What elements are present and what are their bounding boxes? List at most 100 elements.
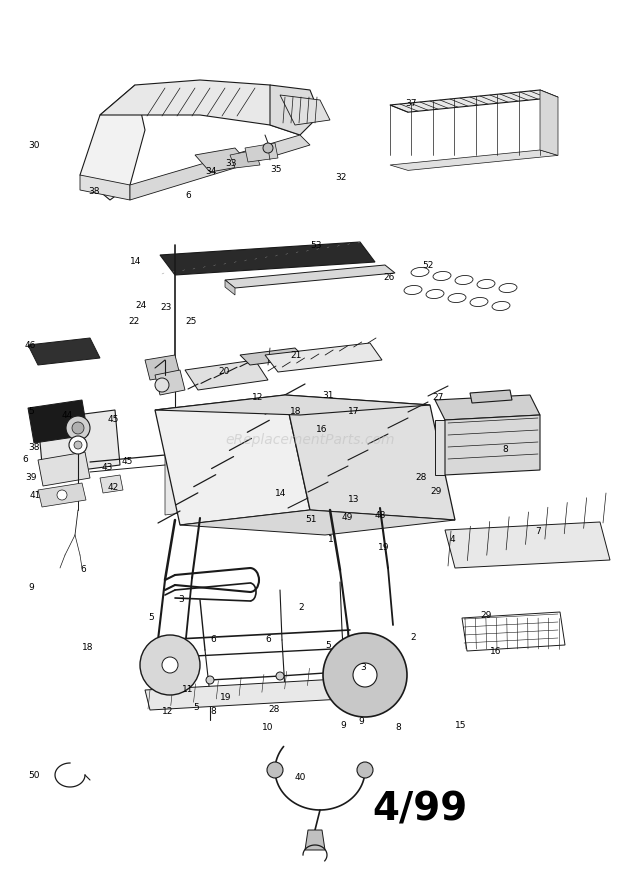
Polygon shape: [38, 483, 86, 507]
Text: 20: 20: [218, 368, 229, 377]
Text: 38: 38: [88, 187, 99, 196]
Polygon shape: [80, 85, 145, 200]
Polygon shape: [240, 348, 305, 365]
Text: 53: 53: [310, 240, 322, 250]
Text: 14: 14: [130, 258, 141, 267]
Ellipse shape: [470, 297, 488, 306]
Text: 16: 16: [316, 426, 327, 435]
Circle shape: [57, 490, 67, 500]
Polygon shape: [540, 90, 558, 156]
Text: 9: 9: [28, 583, 33, 592]
Text: 16: 16: [490, 648, 502, 656]
Polygon shape: [145, 678, 360, 710]
Ellipse shape: [433, 271, 451, 281]
Polygon shape: [155, 370, 185, 395]
Text: 48: 48: [375, 510, 386, 519]
Text: 31: 31: [322, 391, 334, 400]
Text: 38: 38: [28, 443, 40, 451]
Text: 8: 8: [502, 445, 508, 454]
Text: 1: 1: [328, 536, 334, 545]
Text: 28: 28: [268, 706, 280, 715]
Ellipse shape: [448, 293, 466, 303]
Polygon shape: [230, 150, 260, 168]
Text: 45: 45: [122, 458, 133, 466]
Text: 12: 12: [252, 393, 264, 402]
Circle shape: [263, 143, 273, 153]
Text: 10: 10: [262, 723, 273, 732]
Text: 14: 14: [275, 488, 286, 497]
Circle shape: [276, 672, 284, 680]
Text: 29: 29: [480, 611, 492, 620]
Text: 15: 15: [455, 721, 466, 730]
Text: 27: 27: [432, 393, 443, 402]
Ellipse shape: [404, 285, 422, 295]
Text: 19: 19: [378, 544, 389, 553]
Ellipse shape: [492, 302, 510, 311]
Text: 18: 18: [82, 643, 94, 652]
Polygon shape: [145, 355, 180, 380]
Polygon shape: [165, 400, 285, 515]
Circle shape: [357, 762, 373, 778]
Polygon shape: [100, 475, 123, 493]
Polygon shape: [435, 395, 540, 420]
Text: 26: 26: [383, 274, 394, 282]
Text: 41: 41: [30, 490, 42, 500]
Circle shape: [74, 441, 82, 449]
Text: 3: 3: [178, 596, 184, 605]
Text: 19: 19: [220, 693, 231, 702]
Text: 2: 2: [410, 634, 415, 642]
Circle shape: [140, 635, 200, 695]
Text: 6: 6: [210, 635, 216, 644]
Polygon shape: [462, 612, 565, 651]
Circle shape: [162, 657, 178, 673]
Text: 37: 37: [405, 99, 417, 107]
Circle shape: [353, 663, 377, 687]
Polygon shape: [305, 830, 325, 850]
Text: 45: 45: [108, 415, 120, 424]
Ellipse shape: [411, 268, 429, 276]
Polygon shape: [28, 338, 100, 365]
Polygon shape: [245, 143, 278, 162]
Text: 32: 32: [335, 173, 347, 182]
Polygon shape: [435, 420, 445, 475]
Polygon shape: [445, 522, 610, 568]
Circle shape: [323, 633, 407, 717]
Polygon shape: [265, 343, 382, 372]
Circle shape: [155, 378, 169, 392]
Text: 5: 5: [148, 613, 154, 622]
Polygon shape: [28, 400, 88, 443]
Text: 12: 12: [162, 708, 174, 716]
Polygon shape: [180, 510, 455, 535]
Text: 4/99: 4/99: [373, 791, 467, 829]
Polygon shape: [280, 95, 330, 125]
Text: 8: 8: [210, 708, 216, 716]
Polygon shape: [225, 265, 395, 288]
Text: 13: 13: [348, 495, 360, 504]
Polygon shape: [155, 395, 430, 415]
Text: 7: 7: [535, 527, 541, 537]
Ellipse shape: [426, 290, 444, 298]
Text: 44: 44: [62, 410, 73, 420]
Text: 5: 5: [193, 703, 199, 713]
Text: 18: 18: [290, 407, 301, 416]
Polygon shape: [225, 280, 235, 295]
Text: 52: 52: [422, 260, 433, 269]
Text: 51: 51: [305, 516, 316, 524]
Polygon shape: [38, 452, 90, 486]
Ellipse shape: [477, 280, 495, 289]
Text: 28: 28: [415, 473, 427, 482]
Polygon shape: [445, 415, 540, 475]
Text: 49: 49: [342, 514, 353, 523]
Circle shape: [336, 668, 344, 676]
Text: 6: 6: [22, 456, 28, 465]
Polygon shape: [130, 135, 310, 200]
Text: 4: 4: [450, 536, 456, 545]
Polygon shape: [285, 395, 455, 520]
Text: 46: 46: [25, 341, 37, 349]
Text: 43: 43: [102, 463, 113, 472]
Text: 29: 29: [430, 488, 441, 496]
Text: 21: 21: [290, 350, 301, 360]
Text: 35: 35: [270, 165, 281, 174]
Text: 40: 40: [295, 774, 306, 782]
Polygon shape: [160, 242, 375, 275]
